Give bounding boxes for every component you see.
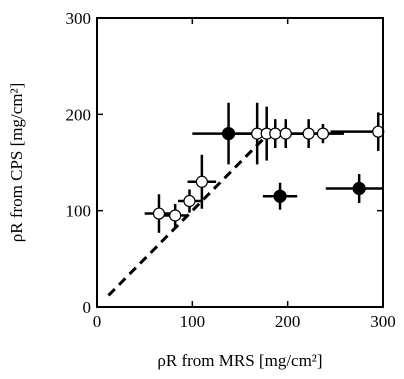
open-data-point xyxy=(269,127,282,140)
x-tick-label: 100 xyxy=(180,312,206,331)
open-data-point xyxy=(316,127,330,140)
y-tick-label: 300 xyxy=(66,9,92,28)
open-data-point xyxy=(279,127,292,140)
filled-data-point xyxy=(352,181,366,196)
y-tick-label: 200 xyxy=(66,105,92,124)
plot-frame xyxy=(96,17,384,308)
y-tick-label: 100 xyxy=(66,202,92,221)
open-data-point xyxy=(169,209,182,222)
open-data-point xyxy=(152,207,166,220)
open-data-point xyxy=(195,175,208,188)
x-tick-label: 300 xyxy=(370,312,396,331)
tick-layer: 0 100 200 300 0 100 200 300 xyxy=(66,9,396,331)
y-tick-label: 0 xyxy=(83,298,92,317)
data-point-layer xyxy=(152,125,385,222)
y-axis-label: ρR from CPS [mg/cm²] xyxy=(7,83,26,243)
x-tick-label: 0 xyxy=(93,312,102,331)
filled-data-point xyxy=(221,127,236,141)
x-axis-label: ρR from MRS [mg/cm²] xyxy=(157,351,322,370)
dashed-reference-line xyxy=(107,132,270,297)
x-tick-label: 200 xyxy=(275,312,301,331)
filled-data-point xyxy=(273,189,287,203)
reference-line-layer xyxy=(107,132,270,297)
open-data-point xyxy=(183,194,196,208)
open-data-point xyxy=(302,127,315,140)
error-bar-layer xyxy=(144,102,383,233)
